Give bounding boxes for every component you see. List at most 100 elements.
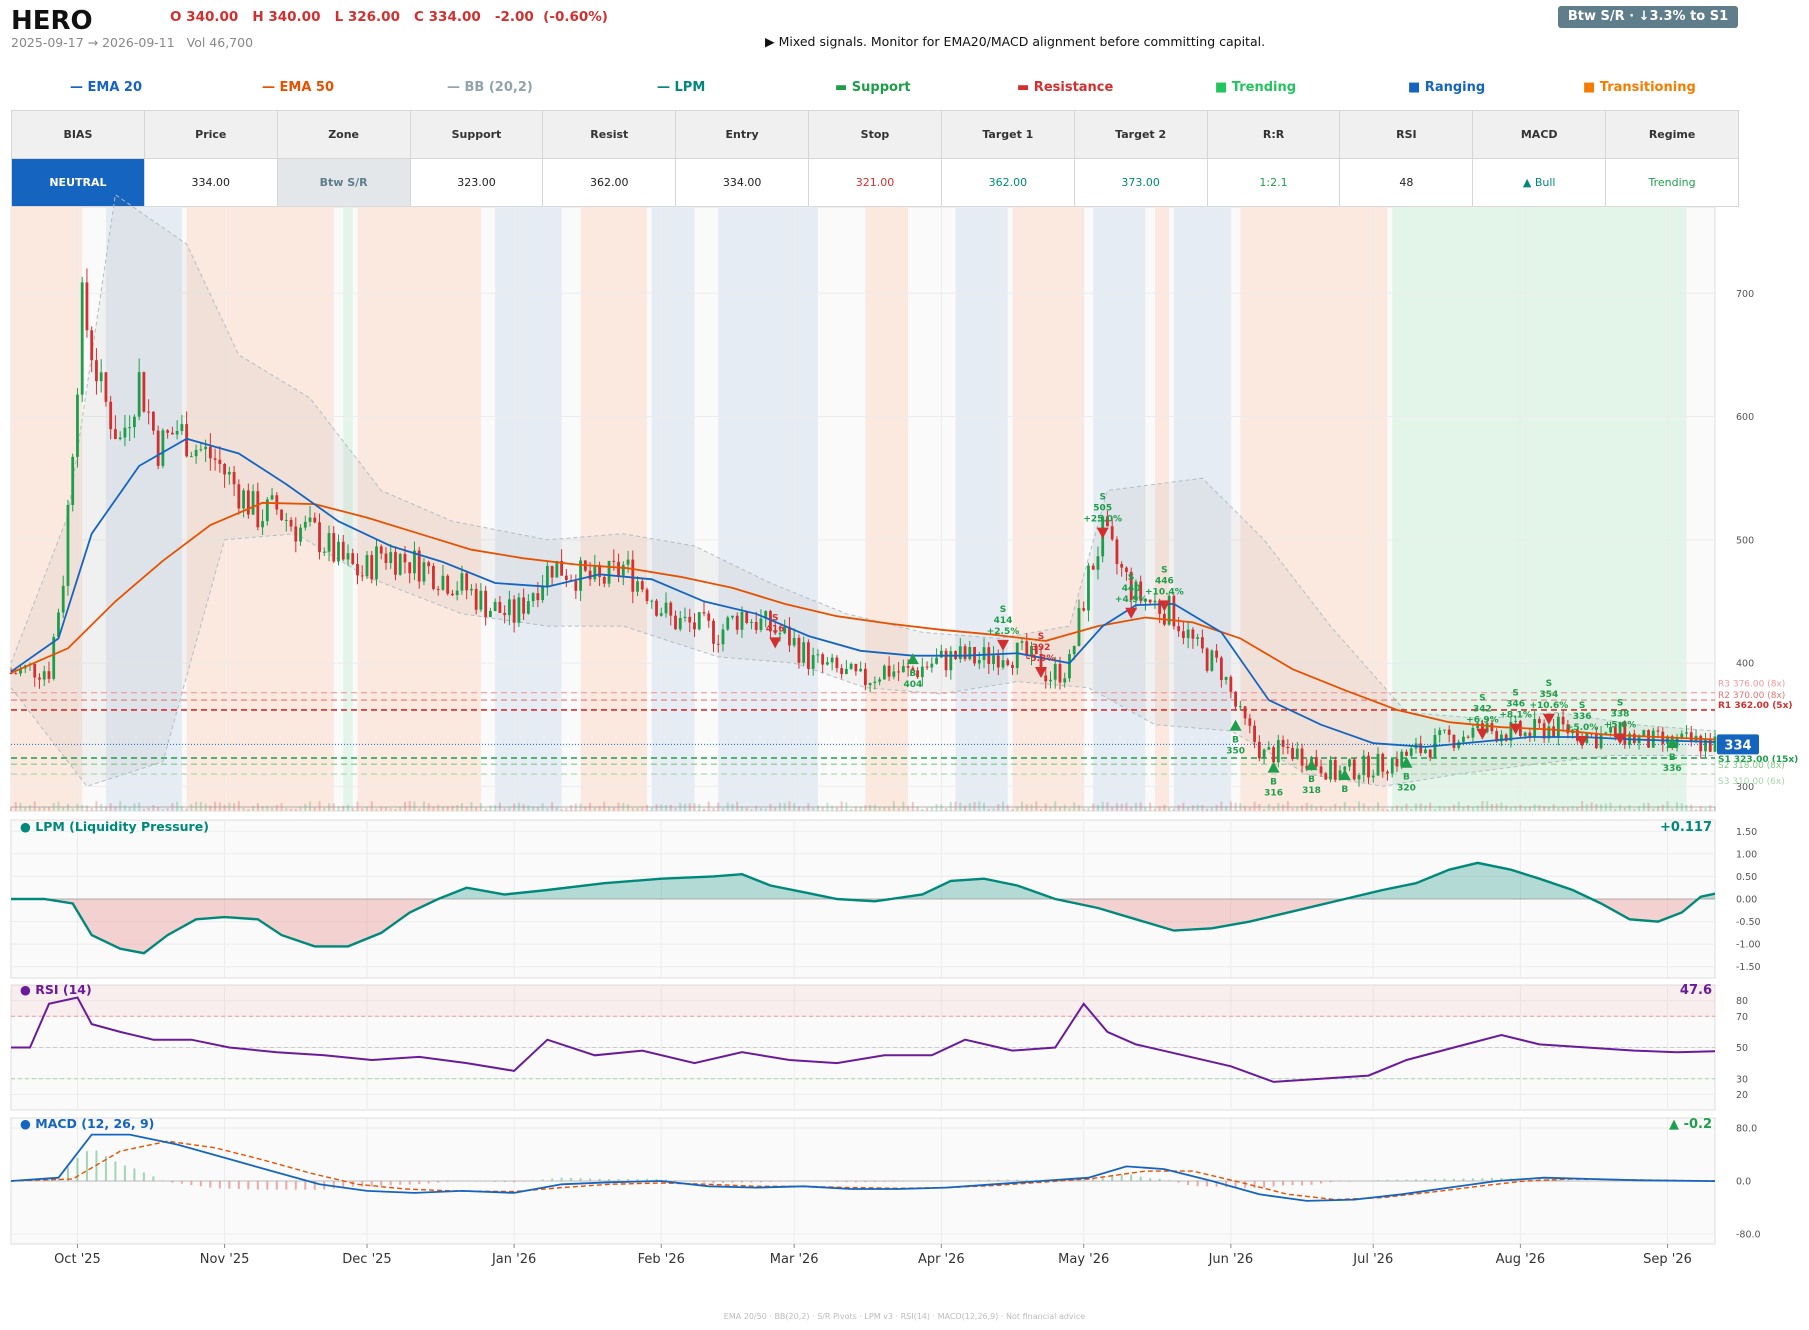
lpm-y-tick-label-6: -1.50 (1736, 962, 1761, 973)
candle-body-117 (564, 575, 568, 580)
entry-value: 334.00 (675, 158, 810, 207)
candle-body-201 (963, 646, 967, 660)
candle-body-109 (526, 601, 530, 614)
volume-bar-217 (1039, 808, 1042, 811)
volume-bar-317 (1514, 806, 1517, 811)
volume-bar-220 (1054, 801, 1057, 811)
volume-bar-0 (10, 807, 12, 811)
volume-bar-159 (764, 808, 767, 811)
candle-body-88 (427, 562, 431, 567)
candle-body-238 (1139, 581, 1143, 601)
candle-body-219 (1049, 679, 1052, 682)
volume-bar-39 (195, 801, 198, 811)
candle-body-75 (365, 555, 369, 577)
macd-hist-bar-152 (731, 1181, 734, 1183)
volume-bar-30 (152, 805, 155, 811)
candle-body-90 (436, 588, 440, 590)
volume-bar-276 (1320, 805, 1323, 811)
volume-bar-251 (1201, 804, 1204, 811)
lpm-last-value: +0.117 (1660, 820, 1712, 835)
signal-label-4-0: S (1099, 493, 1105, 503)
macd-hist-bar-78 (380, 1181, 383, 1186)
candle-body-192 (920, 666, 924, 678)
macd-hist-bar-300 (1433, 1178, 1436, 1181)
volume-bar-166 (797, 806, 800, 811)
volume-bar-229 (1096, 804, 1099, 811)
candle-body-138 (664, 602, 668, 614)
candle-body-49 (242, 490, 245, 509)
legend-bb[interactable]: — BB (20,2) (447, 80, 533, 95)
candle-body-352 (1680, 733, 1684, 739)
legend-ema50[interactable]: — EMA 50 (262, 80, 335, 95)
signal-label-17-1: 336 (1663, 764, 1682, 774)
volume-bar-303 (1448, 806, 1451, 811)
candle-body-320 (1528, 732, 1532, 738)
candle-body-0 (9, 672, 13, 674)
legend-resistance[interactable]: ▬ Resistance (1017, 80, 1114, 95)
legend-support[interactable]: ▬ Support (835, 80, 911, 95)
legend-ema20[interactable]: — EMA 20 (70, 80, 143, 95)
volume-bar-249 (1191, 805, 1194, 811)
volume-bar-145 (698, 803, 701, 811)
volume-bar-197 (945, 808, 948, 811)
volume-bar-147 (707, 801, 710, 811)
volume-bar-173 (831, 805, 834, 811)
signal-label-4-2: +25.0% (1083, 515, 1122, 525)
volume-bar-15 (81, 805, 84, 811)
candle-body-267 (1276, 740, 1280, 763)
candle-body-54 (265, 499, 269, 522)
volume-bar-7 (43, 806, 46, 811)
rsi-y-tick-label-4: 20 (1736, 1090, 1748, 1101)
regime-band-6 (580, 207, 648, 811)
legend-ranging[interactable]: ■ Ranging (1408, 80, 1486, 95)
candle-body-23 (118, 437, 122, 440)
candle-body-129 (621, 564, 625, 576)
volume-bar-292 (1395, 805, 1398, 811)
volume-bar-215 (1030, 804, 1033, 811)
resist-value: 362.00 (542, 158, 677, 207)
x-tick-label-3: Jan '26 (491, 1252, 536, 1267)
volume-bar-343 (1638, 806, 1641, 811)
volume-bar-146 (702, 808, 705, 811)
candle-body-26 (133, 416, 136, 428)
candle-body-278 (1329, 759, 1332, 780)
candle-body-314 (1500, 734, 1503, 742)
volume-bar-255 (1220, 801, 1223, 811)
volume-bar-305 (1457, 801, 1460, 811)
candle-body-275 (1314, 757, 1318, 767)
candle-body-283 (1352, 759, 1356, 780)
macd-hist-bar-56 (275, 1181, 278, 1190)
candle-body-133 (640, 581, 644, 590)
macd-hist-bar-224 (1073, 1179, 1076, 1181)
candle-body-330 (1575, 729, 1579, 741)
macd-hist-bar-278 (1329, 1181, 1332, 1183)
candle-body-264 (1262, 749, 1266, 759)
legend-lpm[interactable]: — LPM (657, 80, 706, 95)
macd-hist-bar-122 (589, 1178, 592, 1181)
candle-body-304 (1452, 734, 1456, 748)
macd-hist-bar-38 (190, 1181, 193, 1185)
candle-body-231 (1106, 516, 1109, 527)
candle-body-280 (1338, 770, 1342, 780)
candle-body-11 (61, 585, 65, 613)
ohlc-readout: O 340.00 H 340.00 L 326.00 C 334.00 -2.0… (170, 9, 608, 25)
volume-bar-250 (1196, 804, 1199, 811)
ticker-symbol: HERO (11, 6, 93, 36)
legend-trending[interactable]: ■ Trending (1215, 80, 1297, 95)
candle-body-346 (1651, 730, 1655, 748)
candle-body-196 (939, 650, 943, 658)
volume-bar-49 (242, 807, 245, 811)
legend-transitioning[interactable]: ■ Transitioning (1583, 80, 1696, 95)
candle-body-302 (1443, 729, 1446, 731)
volume-bar-209 (1002, 801, 1005, 811)
candle-body-328 (1566, 724, 1570, 734)
macd-hist-bar-138 (665, 1179, 668, 1181)
candle-body-10 (57, 612, 60, 637)
candle-body-127 (612, 560, 616, 562)
candle-body-123 (593, 565, 597, 580)
candle-body-130 (626, 559, 630, 565)
candle-body-119 (574, 580, 578, 591)
volume-bar-82 (399, 806, 402, 811)
volume-bar-245 (1172, 808, 1175, 811)
volume-bar-24 (123, 805, 126, 811)
